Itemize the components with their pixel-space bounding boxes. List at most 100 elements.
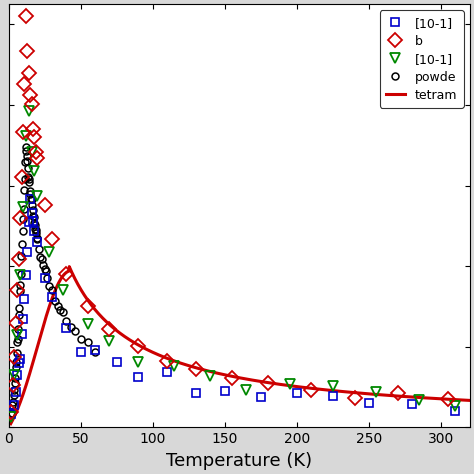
b xyxy=(164,359,170,365)
[10-1] xyxy=(46,249,52,255)
powde xyxy=(16,326,21,332)
[10-1] xyxy=(61,287,66,292)
[10-1] xyxy=(29,150,35,155)
powde xyxy=(20,217,26,222)
[10-1] xyxy=(29,210,35,215)
[10-1] xyxy=(208,374,213,379)
b xyxy=(10,382,16,388)
b xyxy=(20,129,26,135)
[10-1] xyxy=(13,389,18,395)
b xyxy=(265,380,271,385)
[10-1] xyxy=(107,338,112,344)
b xyxy=(25,48,30,54)
b xyxy=(42,202,47,208)
[10-1] xyxy=(11,373,17,378)
[10-1] xyxy=(164,370,170,375)
tetram xyxy=(454,397,459,402)
[10-1] xyxy=(114,359,119,365)
[10-1] xyxy=(136,359,141,365)
[10-1] xyxy=(330,393,336,399)
[10-1] xyxy=(136,374,141,379)
[10-1] xyxy=(417,397,422,403)
Legend: [10-1], b, [10-1], powde, tetram: [10-1], b, [10-1], powde, tetram xyxy=(380,10,464,108)
Line: b: b xyxy=(7,11,453,417)
[10-1] xyxy=(64,325,69,331)
[10-1] xyxy=(20,204,26,210)
powde xyxy=(23,144,28,150)
[10-1] xyxy=(26,109,32,114)
Line: [10-1]: [10-1] xyxy=(7,107,460,422)
b xyxy=(193,366,199,372)
b xyxy=(9,410,14,415)
[10-1] xyxy=(222,389,228,394)
b xyxy=(64,271,69,276)
Line: [10-1]: [10-1] xyxy=(7,194,460,419)
[10-1] xyxy=(16,360,21,365)
[10-1] xyxy=(27,196,33,201)
b xyxy=(35,155,40,161)
b xyxy=(136,343,141,348)
powde xyxy=(92,349,98,355)
[10-1] xyxy=(366,400,372,406)
[10-1] xyxy=(32,168,37,174)
[10-1] xyxy=(258,394,264,400)
b xyxy=(30,126,36,132)
[10-1] xyxy=(23,133,29,139)
b xyxy=(309,387,314,392)
tetram xyxy=(8,421,14,427)
b xyxy=(21,81,27,86)
powde xyxy=(11,388,17,393)
[10-1] xyxy=(17,273,23,278)
b xyxy=(85,303,91,309)
[10-1] xyxy=(11,402,17,408)
[10-1] xyxy=(294,390,300,396)
powde xyxy=(85,339,91,345)
[10-1] xyxy=(453,403,458,409)
[10-1] xyxy=(193,390,199,396)
b xyxy=(229,375,235,381)
[10-1] xyxy=(42,275,47,281)
tetram xyxy=(231,374,237,380)
[10-1] xyxy=(35,193,40,199)
[10-1] xyxy=(92,347,98,353)
[10-1] xyxy=(244,387,249,393)
[10-1] xyxy=(35,239,40,245)
[10-1] xyxy=(330,383,336,389)
b xyxy=(29,101,35,107)
X-axis label: Temperature (K): Temperature (K) xyxy=(166,452,312,470)
[10-1] xyxy=(14,332,20,338)
Line: tetram: tetram xyxy=(11,266,470,424)
[10-1] xyxy=(410,401,415,407)
powde xyxy=(21,206,27,212)
[10-1] xyxy=(453,408,458,414)
b xyxy=(26,70,32,76)
[10-1] xyxy=(20,316,26,322)
b xyxy=(11,355,17,360)
[10-1] xyxy=(30,219,36,224)
b xyxy=(17,215,23,221)
[10-1] xyxy=(85,321,91,327)
b xyxy=(33,149,39,155)
b xyxy=(14,287,20,292)
tetram xyxy=(219,371,225,377)
[10-1] xyxy=(14,372,20,378)
Line: powde: powde xyxy=(8,143,99,418)
[10-1] xyxy=(21,296,27,301)
b xyxy=(16,256,21,262)
b xyxy=(32,134,37,140)
b xyxy=(23,14,29,19)
[10-1] xyxy=(287,381,292,386)
[10-1] xyxy=(18,331,24,337)
b xyxy=(18,174,24,180)
powde xyxy=(30,207,36,213)
[10-1] xyxy=(9,411,14,417)
[10-1] xyxy=(374,389,379,395)
[10-1] xyxy=(49,294,55,300)
[10-1] xyxy=(172,363,177,369)
b xyxy=(13,320,18,326)
[10-1] xyxy=(25,249,30,255)
[10-1] xyxy=(78,349,83,355)
tetram xyxy=(467,398,473,403)
b xyxy=(107,326,112,332)
tetram xyxy=(66,264,72,269)
